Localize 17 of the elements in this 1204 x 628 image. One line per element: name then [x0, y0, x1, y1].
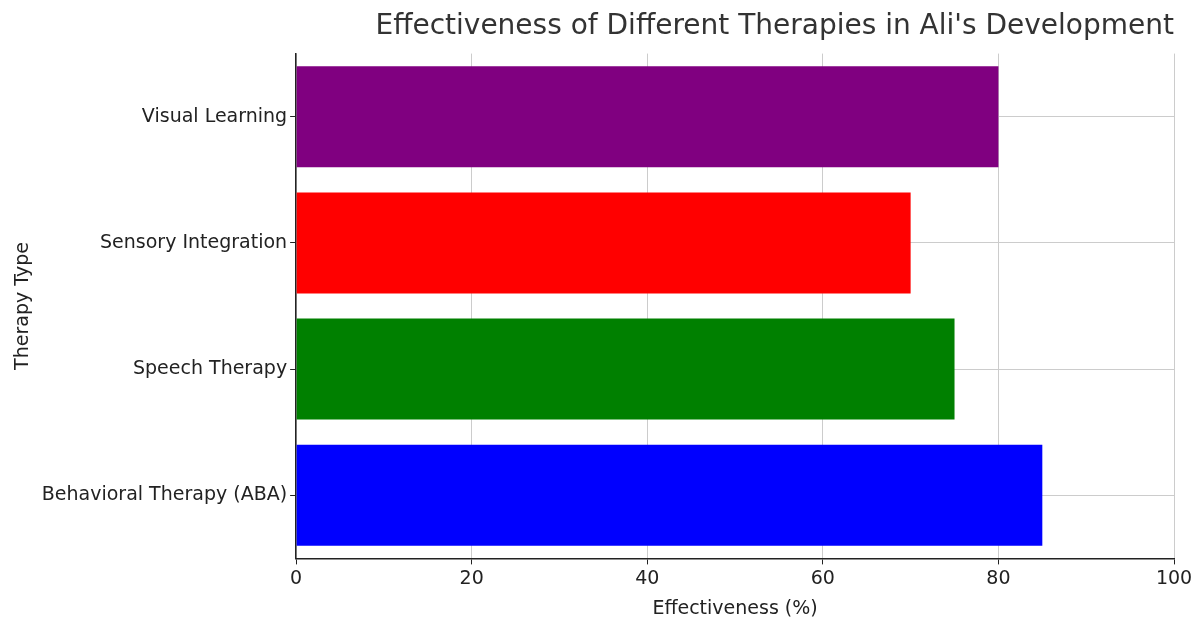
y-tick-label: Sensory Integration: [100, 229, 288, 252]
x-tick-label: 60: [810, 565, 835, 588]
x-tick-label: 80: [986, 565, 1011, 588]
bar: [296, 444, 1043, 546]
x-tick-label: 100: [1155, 565, 1193, 588]
x-tick-label: 20: [459, 565, 484, 588]
y-tick-label: Behavioral Therapy (ABA): [41, 482, 288, 505]
bar: [296, 318, 955, 420]
x-tick-label: 40: [635, 565, 660, 588]
bar: [296, 192, 911, 294]
chart-title: Effectiveness of Different Therapies in Ali's Development: [375, 8, 1175, 42]
y-tick-label: Visual Learning: [141, 103, 288, 126]
bar: [296, 66, 999, 168]
x-tick-label: 0: [290, 565, 303, 588]
x-axis-title: Effectiveness (%): [652, 595, 818, 618]
y-axis-title: Therapy Type: [10, 242, 33, 371]
y-tick-label: Speech Therapy: [133, 356, 288, 379]
